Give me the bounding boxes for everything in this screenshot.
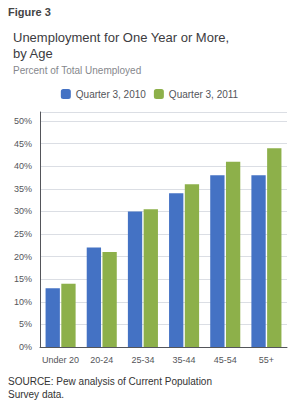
svg-text:50%: 50% — [14, 116, 32, 126]
svg-text:55+: 55+ — [259, 355, 274, 365]
svg-text:5%: 5% — [19, 319, 32, 329]
svg-text:by Age: by Age — [13, 46, 53, 61]
svg-text:45-54: 45-54 — [214, 355, 237, 365]
svg-text:15%: 15% — [14, 274, 32, 284]
svg-text:Quarter 3, 2010: Quarter 3, 2010 — [76, 89, 146, 100]
svg-text:40%: 40% — [14, 161, 32, 171]
svg-text:20%: 20% — [14, 252, 32, 262]
svg-text:30%: 30% — [14, 206, 32, 216]
svg-text:45%: 45% — [14, 139, 32, 149]
svg-text:25-34: 25-34 — [131, 355, 154, 365]
svg-text:Survey data.: Survey data. — [8, 389, 64, 400]
svg-text:10%: 10% — [14, 297, 32, 307]
svg-text:SOURCE: Pew analysis of Curren: SOURCE: Pew analysis of Current Populati… — [8, 376, 212, 387]
svg-text:25%: 25% — [14, 229, 32, 239]
svg-text:20-24: 20-24 — [90, 355, 113, 365]
svg-text:Unemployment for One Year or M: Unemployment for One Year or More, — [13, 30, 229, 45]
svg-text:0%: 0% — [19, 342, 32, 352]
svg-text:Under 20: Under 20 — [42, 355, 79, 365]
svg-text:Percent of Total Unemployed: Percent of Total Unemployed — [13, 65, 141, 76]
svg-text:35%: 35% — [14, 184, 32, 194]
svg-text:35-44: 35-44 — [173, 355, 196, 365]
svg-text:Figure 3: Figure 3 — [8, 6, 51, 18]
svg-text:Quarter 3, 2011: Quarter 3, 2011 — [169, 89, 239, 100]
